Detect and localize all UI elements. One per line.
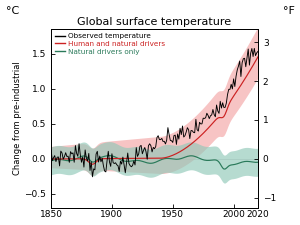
Y-axis label: Change from pre-industrial: Change from pre-industrial bbox=[13, 62, 22, 176]
Text: °F: °F bbox=[283, 6, 294, 16]
Title: Global surface temperature: Global surface temperature bbox=[77, 17, 232, 27]
Legend: Observed temperature, Human and natural drivers, Natural drivers only: Observed temperature, Human and natural … bbox=[53, 32, 166, 56]
Text: °C: °C bbox=[6, 6, 19, 16]
